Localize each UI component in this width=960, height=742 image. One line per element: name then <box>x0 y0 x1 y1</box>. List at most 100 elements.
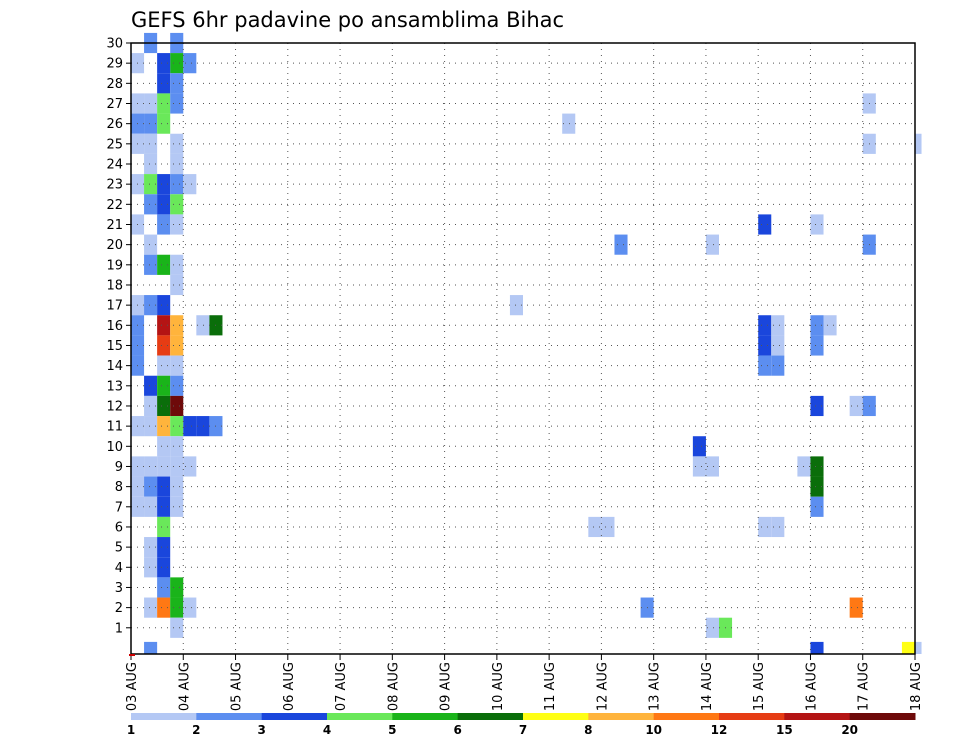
y-tick-label: 12 <box>106 399 123 414</box>
x-tick-label: 15 AUG <box>752 662 767 711</box>
x-tick-label: 06 AUG <box>282 662 297 711</box>
heatmap-cell <box>771 335 785 356</box>
heatmap-cell <box>692 436 706 457</box>
heatmap-cell <box>170 597 184 618</box>
heatmap-cell <box>157 214 171 235</box>
colorbar-label: 8 <box>584 723 592 737</box>
heatmap-cell <box>157 375 171 396</box>
heatmap-cell <box>810 214 824 235</box>
heatmap-cell <box>170 395 184 417</box>
heatmap-cell <box>170 577 184 598</box>
y-tick-label: 18 <box>106 278 123 293</box>
heatmap-cell <box>157 194 171 215</box>
heatmap-cell <box>705 234 719 255</box>
y-tick-label: 30 <box>106 37 123 52</box>
heatmap-cell <box>157 335 171 356</box>
heatmap-cell <box>157 113 171 134</box>
colorbar-swatch <box>588 713 655 720</box>
colorbar: 1 2 3 4 5 6 7 8 10 12 15 20 <box>127 713 916 737</box>
colorbar-label: 3 <box>257 723 265 737</box>
heatmap-cell <box>758 315 772 336</box>
heatmap-cell <box>901 641 915 654</box>
heatmap-cell <box>810 395 824 417</box>
y-tick-label: 20 <box>106 238 123 253</box>
x-tick-label: 10 AUG <box>491 662 506 711</box>
colorbar-label: 5 <box>388 723 396 737</box>
heatmap-cell <box>810 476 824 497</box>
y-tick-label: 19 <box>106 258 123 273</box>
y-tick-label: 4 <box>115 561 123 576</box>
colorbar-swatch <box>196 713 263 720</box>
y-tick-label: 24 <box>106 157 123 172</box>
heatmap-cell <box>157 315 171 336</box>
heatmap-cell <box>157 456 171 477</box>
heatmap-cell <box>144 93 158 114</box>
colorbar-swatch <box>784 713 851 720</box>
colorbar-label: 7 <box>519 723 527 737</box>
colorbar-swatch <box>523 713 589 720</box>
heatmap-cell <box>144 641 158 654</box>
y-tick-label: 8 <box>115 480 123 495</box>
x-tick-label: 11 AUG <box>543 662 558 711</box>
y-tick-label: 5 <box>115 541 123 556</box>
heatmap-cell <box>170 416 184 437</box>
colorbar-swatch <box>327 713 393 720</box>
heatmap-cell <box>183 53 197 74</box>
heatmap-cell <box>183 174 197 195</box>
heatmap-cell <box>758 214 772 235</box>
heatmap-cell <box>157 557 171 578</box>
heatmap-cell <box>144 153 158 175</box>
colorbar-label: 1 <box>127 723 135 737</box>
heatmap-cell <box>157 174 171 195</box>
heatmap-cell <box>144 113 158 134</box>
heatmap-cell <box>170 254 184 275</box>
y-tick-label: 14 <box>106 359 123 374</box>
heatmap-cell <box>144 254 158 275</box>
y-tick-label: 21 <box>106 218 123 233</box>
heatmap-cell <box>810 641 824 654</box>
heatmap-cell <box>157 436 171 457</box>
heatmap-cell <box>183 416 197 437</box>
heatmap-cell <box>170 335 184 356</box>
colorbar-label: 6 <box>453 723 461 737</box>
heatmap-cell <box>170 476 184 497</box>
heatmap-cell <box>170 174 184 195</box>
heatmap-cell <box>144 416 158 437</box>
y-tick-label: 22 <box>106 198 123 213</box>
x-tick-label: 16 AUG <box>804 662 819 711</box>
heatmap-cell <box>771 315 785 336</box>
chart-title: GEFS 6hr padavine po ansamblima Bihac <box>131 8 564 32</box>
x-tick-label: 04 AUG <box>177 662 192 711</box>
y-tick-label: 26 <box>106 117 123 132</box>
heatmap-cell <box>588 516 602 538</box>
x-tick-label: 09 AUG <box>439 662 454 711</box>
heatmap-cell <box>157 577 171 598</box>
x-tick-label: 12 AUG <box>595 662 610 711</box>
heatmap-cell <box>601 516 615 538</box>
heatmap-cell <box>157 496 171 517</box>
y-tick-label: 23 <box>106 178 123 193</box>
heatmap-cell <box>144 557 158 578</box>
heatmap-cell <box>170 73 184 94</box>
heatmap-cell <box>849 395 863 417</box>
heatmap-cell <box>705 456 719 477</box>
heatmap-cell <box>144 234 158 255</box>
y-axis: 1234567891011121314151617181920212223242… <box>106 37 131 636</box>
heatmap-cell <box>144 395 158 417</box>
heatmap-cell <box>144 456 158 477</box>
x-axis: 03 AUG 04 AUG 05 AUG 06 AUG 07 AUG 08 AUG 09 A… <box>125 654 924 711</box>
heatmap-cell <box>144 476 158 497</box>
colorbar-label: 20 <box>841 723 858 737</box>
heatmap-cell <box>692 456 706 477</box>
colorbar-label: 12 <box>711 723 728 737</box>
heatmap-cell <box>915 641 922 654</box>
colorbar-swatch <box>392 713 459 720</box>
heatmap-cell <box>758 516 772 538</box>
heatmap-cell <box>170 274 184 296</box>
grid-lines <box>131 42 915 654</box>
heatmap-cells <box>131 32 922 654</box>
heatmap-cell <box>170 194 184 215</box>
heatmap-cell <box>170 153 184 175</box>
y-tick-label: 2 <box>115 601 123 616</box>
